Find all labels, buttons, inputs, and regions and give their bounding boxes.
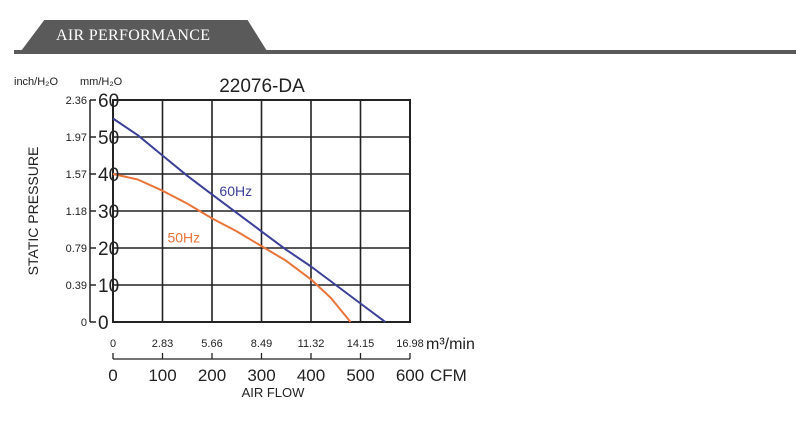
y-tick-label-inch: 1.97 — [66, 132, 87, 144]
x-axis-title: AIR FLOW — [242, 385, 306, 400]
x-tick-label-m3: 0 — [110, 338, 116, 350]
y-tick-label-inch: 0 — [81, 317, 87, 329]
y-tick-label-inch: 1.57 — [66, 169, 87, 181]
y-tick-label-mm: 20 — [98, 239, 119, 260]
x-tick-label-m3: 8.49 — [251, 338, 272, 350]
y-axis-title: STATIC PRESSURE — [25, 147, 41, 276]
x-tick-label-m3: 11.32 — [298, 338, 325, 350]
chart-title: 22076-DA — [219, 76, 305, 97]
x-tick-label-cfm: 100 — [148, 366, 176, 385]
y-tick-label-mm: 60 — [98, 91, 119, 112]
y-tick-label-mm: 0 — [98, 313, 109, 334]
series-line-50hz — [112, 173, 352, 323]
x-tick-label-cfm: 500 — [346, 366, 374, 385]
section-title: AIR PERFORMANCE — [56, 27, 211, 44]
x-tick-label-cfm: 200 — [198, 366, 226, 385]
y-unit-mm: mm/H₂O — [80, 76, 123, 88]
x-tick-label-m3: 16.98 — [396, 338, 424, 350]
x-tick-label-cfm: 600 — [396, 366, 424, 385]
series-line-60hz — [112, 117, 386, 323]
x-unit-cfm: CFM — [430, 366, 467, 385]
y-tick-label-inch: 0.79 — [66, 243, 87, 255]
x-tick-label-cfm: 400 — [297, 366, 325, 385]
y-tick-label-inch: 1.18 — [66, 206, 87, 218]
y-tick-label-inch: 2.36 — [66, 95, 87, 107]
series-label-60hz: 60Hz — [219, 183, 252, 199]
y-tick-label-mm: 40 — [98, 165, 119, 186]
y-tick-label-mm: 30 — [98, 202, 119, 223]
header-tab — [21, 20, 267, 51]
x-tick-label-m3: 5.66 — [201, 338, 222, 350]
x-tick-label-m3: 14.15 — [347, 338, 375, 350]
y-tick-label-mm: 50 — [98, 128, 119, 149]
y-tick-label-mm: 10 — [98, 276, 119, 297]
x-unit-m3: m³/min — [426, 336, 475, 353]
x-tick-label-cfm: 0 — [108, 366, 117, 385]
series-label-50hz: 50Hz — [167, 229, 200, 245]
x-tick-label-m3: 2.83 — [152, 338, 173, 350]
x-tick-label-cfm: 300 — [247, 366, 275, 385]
y-unit-inch: inch/H₂O — [14, 76, 58, 88]
y-tick-label-inch: 0.39 — [66, 280, 87, 292]
header-divider — [14, 50, 796, 54]
